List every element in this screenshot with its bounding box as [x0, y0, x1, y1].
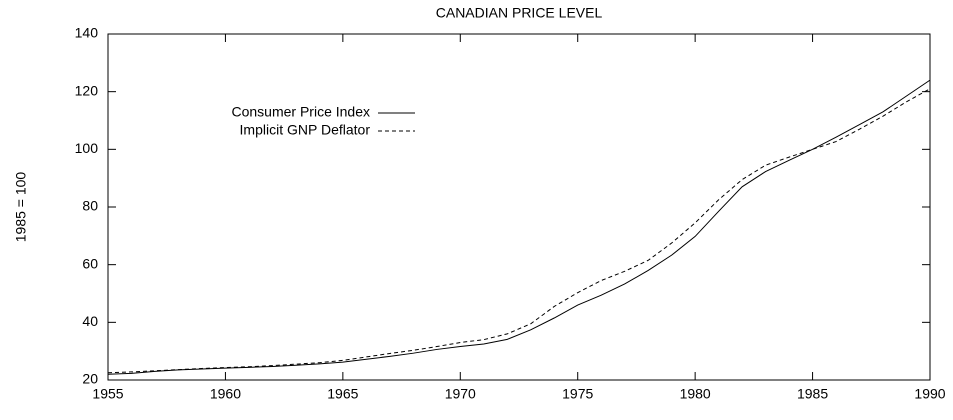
y-tick-label: 80 [82, 198, 98, 214]
legend-label: Implicit GNP Deflator [240, 122, 371, 138]
legend-label: Consumer Price Index [231, 104, 370, 120]
x-tick-label: 1970 [445, 386, 476, 402]
x-tick-label: 1980 [680, 386, 711, 402]
chart-title: CANADIAN PRICE LEVEL [436, 5, 603, 21]
series-line [107, 88, 931, 374]
x-tick-label: 1955 [92, 386, 123, 402]
x-tick-label: 1990 [914, 386, 945, 402]
y-tick-label: 120 [75, 82, 99, 98]
y-tick-label: 100 [75, 140, 99, 156]
x-tick-label: 1985 [797, 386, 828, 402]
y-tick-label: 40 [82, 313, 98, 329]
plot-frame [107, 33, 931, 381]
y-tick-label: 140 [75, 25, 99, 41]
y-tick-label: 60 [82, 255, 98, 271]
y-axis-label: 1985 = 100 [13, 172, 29, 243]
x-tick-label: 1965 [327, 386, 358, 402]
x-tick-label: 1960 [210, 386, 241, 402]
y-tick-label: 20 [82, 371, 98, 387]
x-tick-label: 1975 [562, 386, 593, 402]
series-line [107, 79, 931, 375]
